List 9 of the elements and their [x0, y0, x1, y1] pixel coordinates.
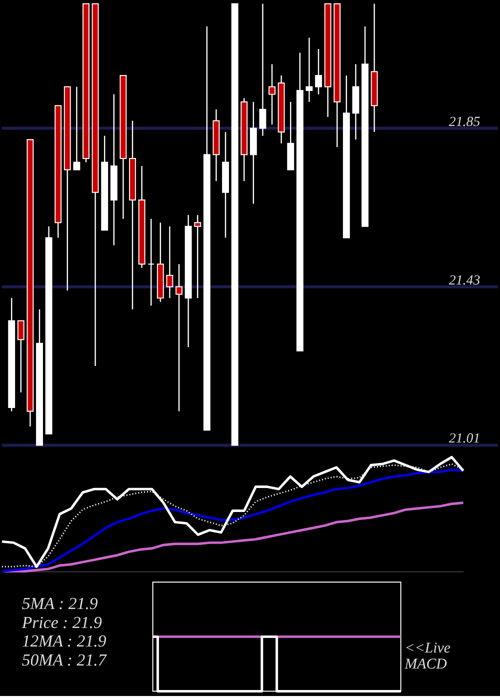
text: 50MA : 21.7	[22, 650, 107, 670]
text: 12MA : 21.9	[22, 632, 107, 651]
y-tick-label: 21.01	[448, 432, 480, 447]
text: MACD	[404, 656, 448, 672]
y-tick-label: 21.43	[448, 273, 480, 288]
y-tick-label: 21.85	[448, 114, 480, 130]
text: Price : 21.9	[20, 612, 102, 632]
text: 5MA : 21.9	[22, 594, 98, 613]
text: <<Live	[404, 640, 451, 657]
